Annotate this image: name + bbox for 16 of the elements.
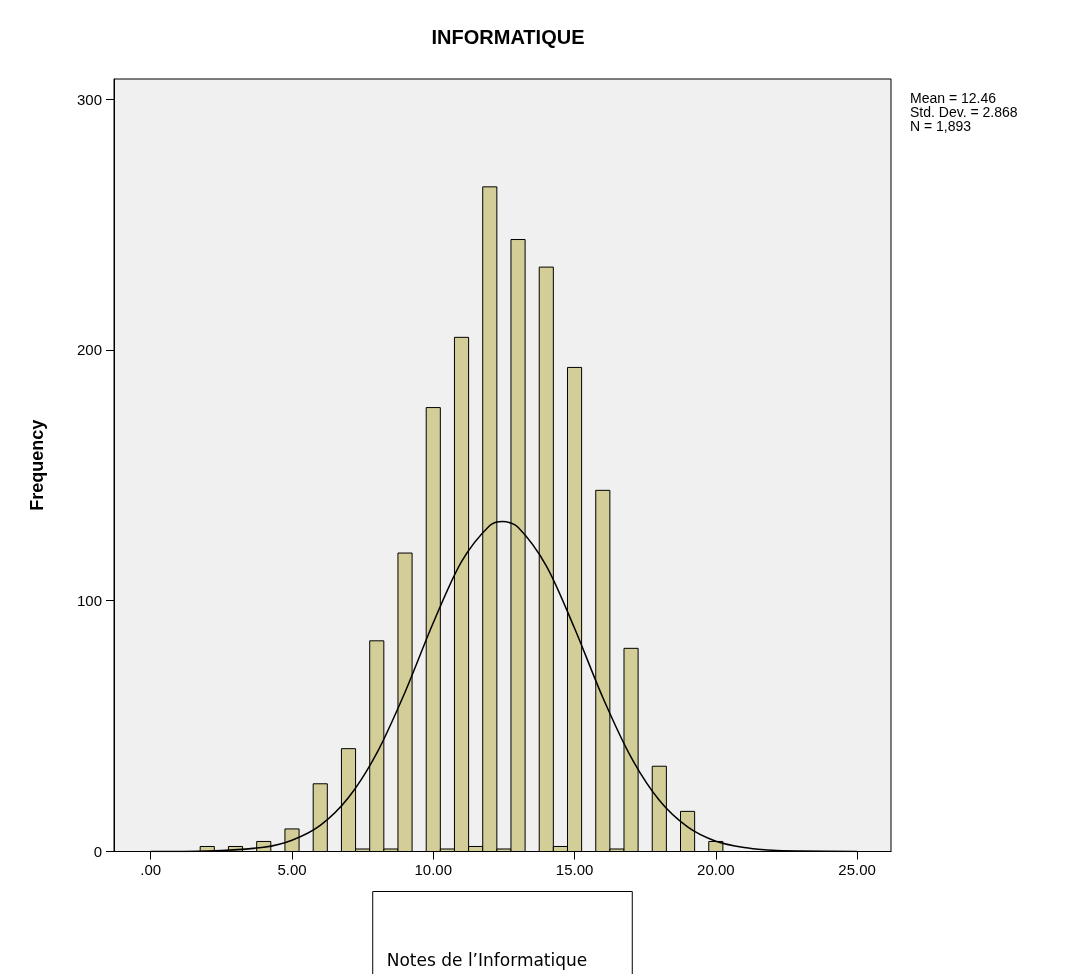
chart-title: INFORMATIQUE xyxy=(431,26,585,48)
text: Mean = 12.46 xyxy=(910,90,997,106)
x-axis-title: Notes de l’Informatique xyxy=(386,950,588,970)
y-tick-label: 300 xyxy=(76,90,102,108)
x-tick-label: 10.00 xyxy=(414,860,453,878)
x-tick-label: 5.00 xyxy=(277,860,307,878)
y-axis-title: Frequency xyxy=(27,419,47,511)
y-tick-label: 100 xyxy=(76,592,102,610)
x-tick-label: 25.00 xyxy=(838,860,876,878)
x-tick-label: 15.00 xyxy=(555,860,594,878)
y-tick-label: 200 xyxy=(76,341,102,359)
text: Std. Dev. = 2.868 xyxy=(910,104,1018,120)
text: N = 1,893 xyxy=(910,118,972,134)
y-tick-label: 0 xyxy=(93,843,102,860)
x-tick-label: .00 xyxy=(140,860,162,878)
x-tick-label: 20.00 xyxy=(697,860,735,878)
